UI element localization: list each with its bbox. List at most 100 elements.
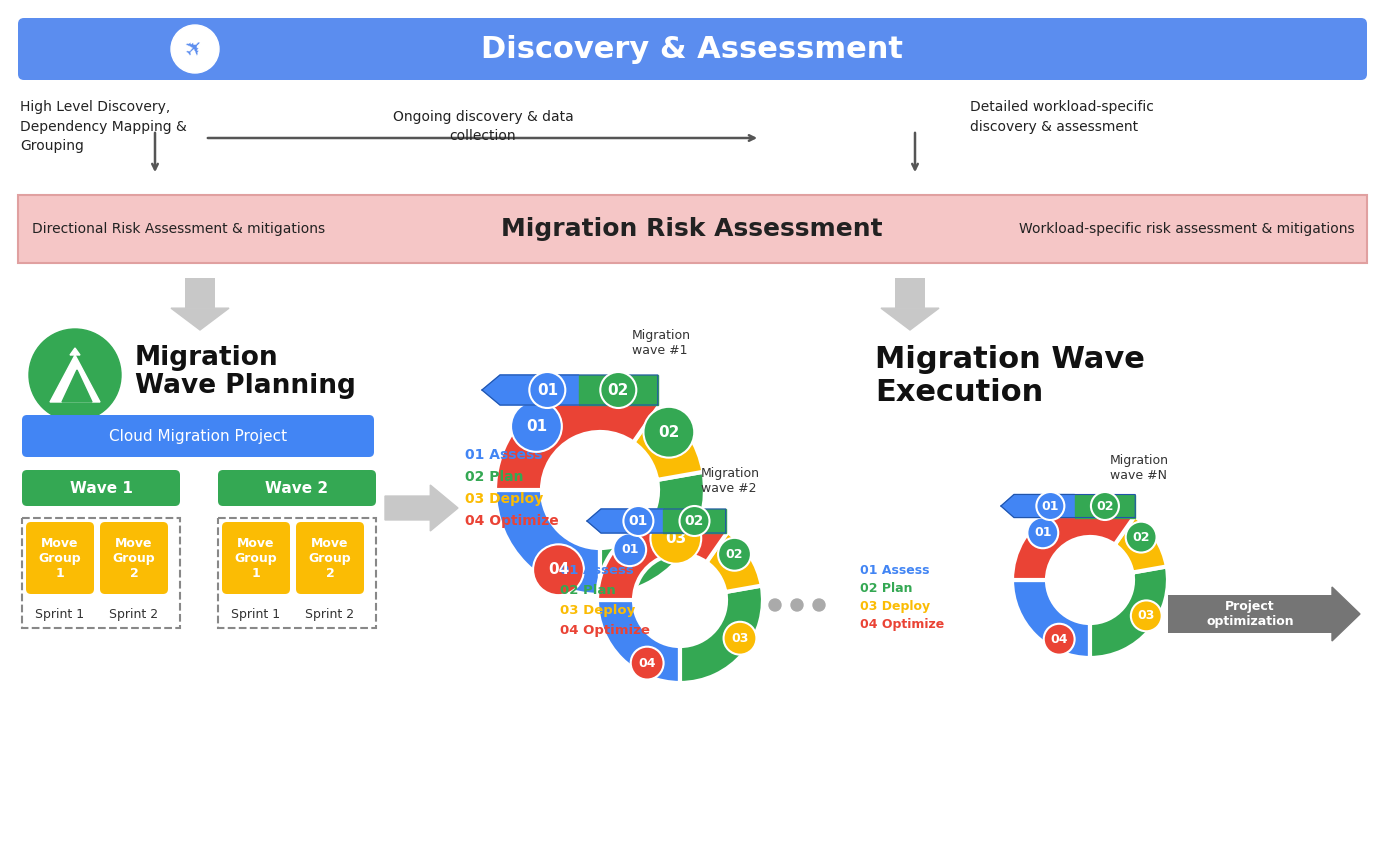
Wedge shape	[494, 490, 600, 595]
Text: Wave Planning: Wave Planning	[134, 373, 356, 399]
FancyBboxPatch shape	[18, 18, 1367, 80]
Text: 03: 03	[731, 632, 749, 645]
Wedge shape	[1115, 516, 1166, 573]
Text: 01: 01	[629, 514, 648, 528]
Text: Project
optimization: Project optimization	[1206, 600, 1294, 628]
Circle shape	[651, 513, 701, 563]
Text: Migration Wave: Migration Wave	[875, 345, 1145, 374]
Circle shape	[630, 646, 663, 680]
Text: Move
Group
2: Move Group 2	[112, 536, 155, 580]
Text: Migration Risk Assessment: Migration Risk Assessment	[501, 217, 882, 241]
Text: Sprint 2: Sprint 2	[306, 608, 355, 621]
Text: 02 Plan: 02 Plan	[560, 583, 616, 597]
FancyBboxPatch shape	[1168, 595, 1332, 633]
Circle shape	[600, 372, 636, 408]
Text: 01: 01	[526, 419, 547, 434]
Text: 01: 01	[1035, 527, 1051, 540]
Circle shape	[623, 506, 654, 536]
Circle shape	[1028, 517, 1058, 548]
Wedge shape	[494, 385, 661, 490]
Wedge shape	[633, 404, 704, 480]
FancyBboxPatch shape	[22, 415, 374, 457]
Wedge shape	[600, 472, 705, 595]
Text: Detailed workload-specific
discovery & assessment: Detailed workload-specific discovery & a…	[969, 100, 1154, 133]
Circle shape	[614, 534, 647, 566]
Wedge shape	[597, 600, 680, 683]
Polygon shape	[663, 509, 726, 533]
Wedge shape	[1090, 567, 1168, 658]
FancyBboxPatch shape	[296, 522, 364, 594]
Text: 02: 02	[658, 425, 680, 439]
Circle shape	[769, 599, 781, 611]
Text: Move
Group
2: Move Group 2	[309, 536, 352, 580]
Wedge shape	[680, 586, 763, 683]
FancyBboxPatch shape	[22, 470, 180, 506]
Circle shape	[791, 599, 803, 611]
FancyBboxPatch shape	[100, 522, 168, 594]
Polygon shape	[1001, 494, 1075, 517]
Text: Sprint 2: Sprint 2	[109, 608, 158, 621]
Wedge shape	[1012, 502, 1134, 580]
Circle shape	[813, 599, 825, 611]
Text: Migration
wave #N: Migration wave #N	[1109, 454, 1169, 482]
Polygon shape	[587, 509, 663, 533]
FancyBboxPatch shape	[26, 522, 94, 594]
Text: Directional Risk Assessment & mitigations: Directional Risk Assessment & mitigation…	[32, 222, 325, 236]
Text: Migration: Migration	[134, 345, 278, 371]
Text: 01 Assess: 01 Assess	[560, 563, 634, 576]
Text: ✈: ✈	[181, 35, 209, 62]
Text: 01: 01	[620, 543, 638, 557]
Circle shape	[717, 538, 751, 570]
Text: Ongoing discovery & data
collection: Ongoing discovery & data collection	[392, 110, 573, 144]
Text: 01: 01	[537, 382, 558, 398]
Text: Wave 1: Wave 1	[69, 481, 133, 496]
Text: Sprint 1: Sprint 1	[36, 608, 84, 621]
Polygon shape	[62, 370, 91, 402]
Polygon shape	[385, 485, 458, 531]
Circle shape	[1036, 492, 1064, 520]
Polygon shape	[50, 355, 100, 402]
Circle shape	[723, 622, 756, 655]
FancyBboxPatch shape	[217, 470, 375, 506]
Text: 01: 01	[1042, 499, 1060, 512]
Polygon shape	[1075, 494, 1136, 517]
Text: Discovery & Assessment: Discovery & Assessment	[481, 34, 903, 63]
Text: 02 Plan: 02 Plan	[860, 581, 913, 594]
Text: Migration
wave #1: Migration wave #1	[632, 329, 691, 357]
Text: 01 Assess: 01 Assess	[465, 448, 543, 462]
FancyBboxPatch shape	[222, 522, 289, 594]
Circle shape	[680, 506, 709, 536]
Text: Sprint 1: Sprint 1	[231, 608, 281, 621]
FancyBboxPatch shape	[186, 278, 215, 308]
Circle shape	[1044, 624, 1075, 655]
Polygon shape	[482, 375, 579, 405]
Text: 04 Optimize: 04 Optimize	[560, 623, 650, 636]
Text: 02: 02	[1133, 531, 1150, 544]
Text: 03: 03	[1137, 610, 1155, 622]
Circle shape	[529, 372, 565, 408]
Text: Move
Group
1: Move Group 1	[234, 536, 277, 580]
Text: 04: 04	[638, 657, 656, 669]
Text: 04: 04	[548, 563, 569, 577]
Text: Workload-specific risk assessment & mitigations: Workload-specific risk assessment & miti…	[1019, 222, 1355, 236]
Text: 04 Optimize: 04 Optimize	[860, 617, 945, 630]
Circle shape	[1130, 600, 1162, 631]
Text: Wave 2: Wave 2	[266, 481, 328, 496]
Text: 04: 04	[1050, 633, 1068, 646]
Circle shape	[644, 407, 694, 457]
Text: 01 Assess: 01 Assess	[860, 563, 929, 576]
Text: 03 Deploy: 03 Deploy	[465, 492, 543, 506]
Circle shape	[1091, 492, 1119, 520]
Polygon shape	[71, 348, 80, 355]
FancyBboxPatch shape	[895, 278, 925, 308]
FancyBboxPatch shape	[18, 195, 1367, 263]
Circle shape	[533, 545, 584, 595]
Text: 02: 02	[608, 382, 629, 398]
Text: 02: 02	[726, 548, 744, 561]
Wedge shape	[706, 532, 762, 592]
Polygon shape	[881, 308, 939, 330]
Text: Cloud Migration Project: Cloud Migration Project	[109, 428, 287, 444]
Text: 02: 02	[684, 514, 704, 528]
Text: Migration
wave #2: Migration wave #2	[701, 467, 760, 495]
Wedge shape	[597, 517, 727, 600]
